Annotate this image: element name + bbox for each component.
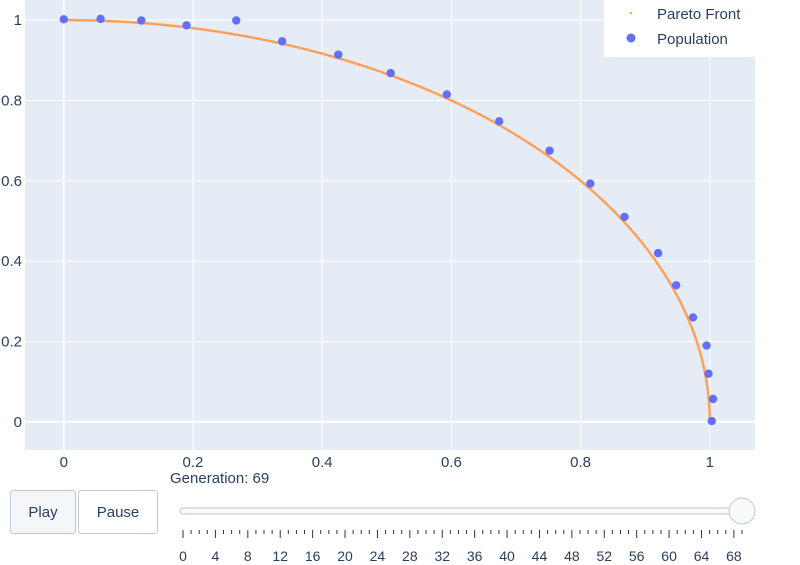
slider-tick-label: 0 (179, 548, 187, 564)
x-tick-label: 0 (60, 454, 68, 471)
slider-tick-label: 56 (629, 548, 645, 564)
plot-area (25, 0, 755, 450)
slider-tick-label: 40 (499, 548, 515, 564)
population-points (59, 14, 718, 426)
generation-label: Generation: 69 (170, 470, 270, 487)
legend-label-population[interactable]: Population (657, 31, 728, 48)
slider-tick-label: 64 (694, 548, 710, 564)
y-tick-label: 0.8 (1, 92, 22, 109)
pareto-front-line (63, 18, 712, 422)
slider-tick-label: 16 (305, 548, 321, 564)
play-button[interactable]: Play (10, 490, 76, 534)
population-point (59, 15, 68, 24)
population-point (688, 313, 698, 322)
y-tick-label: 0.2 (1, 334, 22, 351)
slider-tick-label: 48 (564, 548, 580, 564)
population-point (277, 37, 287, 46)
slider-tick-label: 68 (726, 548, 742, 564)
y-tick-label: 0.6 (1, 173, 22, 190)
population-point (137, 16, 146, 25)
population-point (232, 16, 241, 25)
population-point (671, 281, 681, 290)
pause-button[interactable]: Pause (78, 490, 158, 534)
population-point (702, 341, 711, 350)
grid (25, 0, 755, 450)
y-axis-ticks: 0 0.2 0.4 0.6 0.8 1 (1, 12, 22, 431)
population-point (494, 117, 504, 126)
slider-tick-label: 24 (370, 548, 386, 564)
population-point (96, 14, 105, 24)
population-point (442, 90, 452, 99)
legend-marker-pareto-front (629, 11, 633, 15)
slider-track[interactable] (179, 507, 747, 515)
slider-ticks: 0 4 8 12 16 20 24 28 32 36 40 44 48 52 56 60 64 68 (179, 530, 743, 564)
generation-slider[interactable]: 0 4 8 12 16 20 24 28 32 36 40 44 48 52 56 60 64 68 (179, 497, 756, 564)
y-tick-label: 0 (14, 414, 22, 431)
legend[interactable]: Pareto Front Population (604, 0, 755, 57)
population-point (708, 394, 718, 404)
y-tick-label: 1 (14, 12, 22, 29)
population-point (386, 68, 395, 78)
slider-tick-label: 60 (661, 548, 677, 564)
slider-tick-label: 52 (596, 548, 612, 564)
slider-tick-label: 4 (212, 548, 220, 564)
population-point (620, 212, 629, 222)
x-tick-label: 0.4 (312, 454, 333, 471)
legend-marker-population (626, 33, 636, 43)
x-tick-label: 1 (706, 454, 714, 471)
x-tick-label: 0.6 (441, 454, 462, 471)
x-tick-label: 0.2 (183, 454, 204, 471)
slider-tick-label: 32 (434, 548, 450, 564)
slider-tick-label: 44 (532, 548, 548, 564)
x-tick-label: 0.8 (570, 454, 591, 471)
slider-tick-label: 20 (337, 548, 353, 564)
x-axis-ticks: 0 0.2 0.4 0.6 0.8 1 (60, 454, 714, 471)
population-point (653, 248, 663, 258)
population-point (586, 179, 595, 188)
population-point (545, 146, 554, 155)
population-point (704, 369, 713, 378)
y-tick-label: 0.4 (1, 253, 22, 270)
slider-tick-label: 36 (467, 548, 483, 564)
population-point (707, 416, 716, 426)
slider-handle[interactable] (728, 497, 756, 525)
population-point (182, 21, 191, 30)
legend-box (604, 0, 755, 57)
slider-tick-label: 12 (272, 548, 288, 564)
slider-tick-label: 8 (244, 548, 252, 564)
population-point (334, 50, 343, 59)
slider-tick-label: 28 (402, 548, 418, 564)
legend-label-pareto-front[interactable]: Pareto Front (657, 6, 741, 23)
